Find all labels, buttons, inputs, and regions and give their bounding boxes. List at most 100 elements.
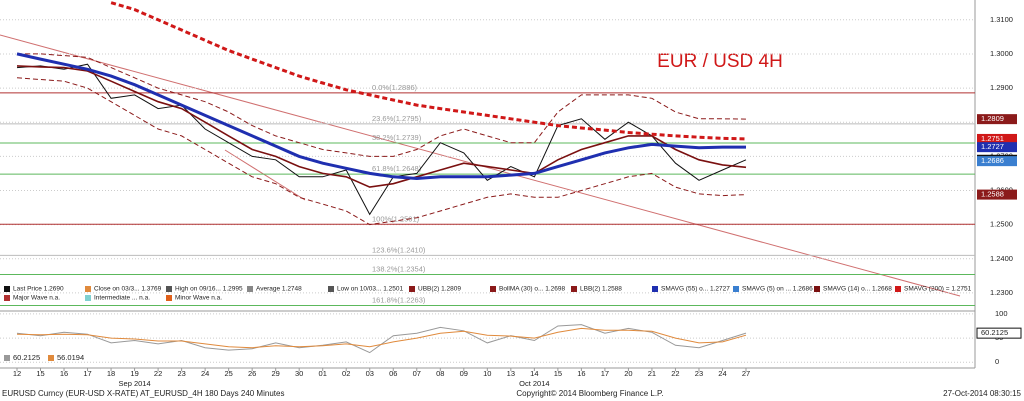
legend-label: SMAVG (14) o... 1.2668 — [823, 286, 892, 293]
price-tag — [977, 189, 1017, 200]
price-tag-label: 1.2686 — [981, 156, 1004, 165]
price-tag-label: 1.2809 — [981, 114, 1004, 123]
legend-label: SMAVG (5) on ... 1.2686 — [742, 286, 813, 293]
trendline — [224, 149, 306, 201]
x-tick-label: 09 — [460, 369, 468, 378]
series-line — [16, 65, 747, 188]
legend-label: Average 1.2748 — [256, 286, 302, 293]
legend-swatch — [4, 286, 10, 292]
x-tick-label: 13 — [507, 369, 515, 378]
month-label: Oct 2014 — [519, 379, 549, 388]
series-line — [110, 1, 747, 141]
price-tag-label: 1.2727 — [981, 142, 1004, 151]
legend-swatch — [733, 286, 739, 292]
legend-label: 60.2125 — [13, 353, 40, 362]
fib-label: 138.2%(1.2354) — [372, 264, 426, 273]
y2-tick-label: 100 — [995, 309, 1008, 318]
legend-swatch — [48, 355, 54, 361]
x-tick-label: 03 — [366, 369, 374, 378]
legend-label: LBB(2) 1.2588 — [580, 286, 622, 293]
x-tick-label: 18 — [107, 369, 115, 378]
price-tag — [977, 156, 1017, 167]
x-tick-label: 25 — [224, 369, 232, 378]
legend-label: Major Wave n.a. — [13, 295, 60, 302]
legend-swatch — [814, 286, 820, 292]
legend-swatch — [490, 286, 496, 292]
legend-label: High on 09/16... 1.2995 — [175, 286, 243, 293]
x-tick-label: 23 — [177, 369, 185, 378]
legend-swatch — [652, 286, 658, 292]
footer-right: 27-Oct-2014 08:30:15 — [943, 389, 1021, 398]
series-line — [16, 52, 746, 181]
x-tick-label: 16 — [60, 369, 68, 378]
x-tick-label: 17 — [601, 369, 609, 378]
legend-swatch — [166, 286, 172, 292]
price-tag — [977, 142, 1017, 153]
legend-swatch — [895, 286, 901, 292]
legend-label: BollMA (30) o... 1.2698 — [499, 286, 566, 293]
x-tick-label: 15 — [36, 369, 44, 378]
x-tick-label: 16 — [577, 369, 585, 378]
y-tick-label: 1.2500 — [990, 220, 1013, 229]
x-tick-label: 26 — [248, 369, 256, 378]
month-label: Sep 2014 — [119, 379, 151, 388]
legend-swatch — [166, 295, 172, 301]
x-tick-label: 06 — [389, 369, 397, 378]
y-tick-label: 1.3000 — [990, 49, 1013, 58]
legend-label: Intermediate ... n.a. — [94, 295, 150, 302]
legend-swatch — [328, 286, 334, 292]
x-tick-label: 19 — [130, 369, 138, 378]
footer-left: EURUSD Curncy (EUR-USD X-RATE) AT_EURUSD… — [2, 389, 284, 398]
x-tick-label: 22 — [671, 369, 679, 378]
legend-label: Close on 03/3... 1.3769 — [94, 286, 162, 293]
y-tick-label: 1.2400 — [990, 254, 1013, 263]
legend-label: SMAVG (55) o... 1.2727 — [661, 286, 730, 293]
legend-label: 56.0194 — [57, 353, 84, 362]
x-tick-label: 23 — [695, 369, 703, 378]
legend-label: SMAVG (200) = 1.2751 — [904, 286, 972, 293]
x-tick-label: 02 — [342, 369, 350, 378]
x-tick-label: 01 — [319, 369, 327, 378]
x-tick-label: 21 — [648, 369, 656, 378]
x-tick-label: 10 — [483, 369, 491, 378]
x-tick-label: 30 — [295, 369, 303, 378]
x-tick-label: 17 — [83, 369, 91, 378]
legend-swatch — [571, 286, 577, 292]
fib-label: 0.0%(1.2886) — [372, 83, 418, 92]
fib-label: 161.8%(1.2263) — [372, 296, 426, 305]
legend-label: Low on 10/03... 1.2501 — [337, 286, 404, 293]
price-tag-label: 1.2751 — [981, 134, 1004, 143]
fib-label: 38.2%(1.2739) — [372, 133, 422, 142]
y-tick-label: 1.3100 — [990, 15, 1013, 24]
osc-tag — [976, 327, 1022, 339]
chart-title: EUR / USD 4H — [657, 51, 783, 72]
x-tick-label: 29 — [272, 369, 280, 378]
fib-label: 100%(1.2501) — [372, 214, 420, 223]
series-line — [16, 327, 747, 349]
x-tick-label: 08 — [436, 369, 444, 378]
legend-swatch — [409, 286, 415, 292]
x-tick-label: 24 — [718, 369, 726, 378]
footer-center: Copyright© 2014 Bloomberg Finance L.P. — [516, 389, 663, 398]
y2-tick-label: 0 — [995, 357, 999, 366]
x-tick-label: 07 — [413, 369, 421, 378]
y-tick-label: 1.2300 — [990, 288, 1013, 297]
series-line — [16, 77, 747, 226]
legend-swatch — [4, 355, 10, 361]
x-tick-label: 15 — [554, 369, 562, 378]
legend-swatch — [85, 295, 91, 301]
x-tick-label: 22 — [154, 369, 162, 378]
x-tick-label: 14 — [530, 369, 538, 378]
legend-label: Last Price 1.2690 — [13, 286, 64, 293]
fib-label: 61.8%(1.2648) — [372, 164, 422, 173]
price-tag — [977, 114, 1017, 125]
x-tick-label: 12 — [13, 369, 21, 378]
price-tag-label: 1.2588 — [981, 190, 1004, 199]
x-tick-label: 27 — [742, 369, 750, 378]
fib-label: 23.6%(1.2795) — [372, 114, 422, 123]
y-tick-label: 1.2900 — [990, 83, 1013, 92]
legend-label: UBB(2) 1.2809 — [418, 286, 461, 293]
osc-tag-label: 60.2125 — [981, 328, 1008, 337]
